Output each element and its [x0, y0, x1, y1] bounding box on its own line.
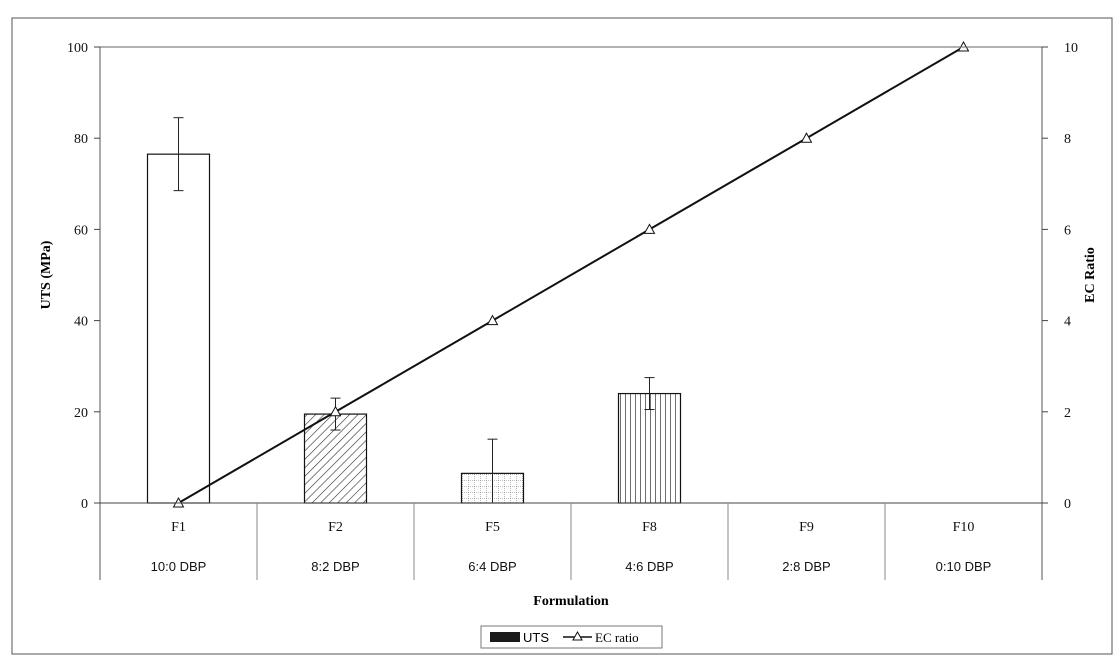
legend-uts-label: UTS: [523, 630, 549, 645]
x-tick-label: F8: [642, 520, 657, 535]
bars: [146, 153, 682, 504]
x-axis-title: Formulation: [533, 594, 609, 609]
x-sublabel: 6:4 DBP: [468, 559, 516, 574]
ec-point-f5: [486, 314, 499, 326]
figure-border: [11, 17, 1113, 655]
x-tick-label: F9: [799, 520, 814, 535]
y2-tick-label: 0: [1064, 497, 1071, 512]
y-tick-label: 0: [81, 497, 88, 512]
x-sublabel: 0:10 DBP: [936, 559, 992, 574]
y-tick-label: 40: [74, 315, 88, 330]
y2-axis-title: EC Ratio: [1083, 247, 1098, 303]
x-tick-label: F10: [953, 520, 975, 535]
legend-ec-label: EC ratio: [595, 630, 639, 645]
x-sublabel: 8:2 DBP: [311, 559, 359, 574]
ec-point-f9: [800, 132, 813, 143]
x-tick-label: F2: [328, 520, 343, 535]
x-sublabel: 2:8 DBP: [782, 559, 830, 574]
ec-ratio-polyline: [177, 46, 965, 504]
y2-tick-label: 6: [1064, 223, 1071, 238]
axes: 0 20 40 60 80 100 0 2 4 6 8 10 F1 10:0 DBP F2 8:2 DBP F5…: [67, 41, 1078, 580]
y2-tick-label: 8: [1064, 132, 1071, 147]
y-tick-label: 80: [74, 132, 88, 147]
legend: UTS EC ratio: [480, 625, 663, 649]
y2-tick-label: 10: [1064, 41, 1078, 56]
ec-ratio-line: [172, 40, 970, 508]
bar-f1: [146, 153, 211, 504]
legend-uts-swatch: [490, 632, 520, 642]
x-tick-label: F1: [171, 520, 186, 535]
y-axis-title: UTS (MPa): [39, 240, 54, 309]
y-tick-label: 20: [74, 406, 88, 421]
error-bars: [173, 117, 655, 504]
legend-ec-marker-icon: [572, 630, 583, 641]
ec-point-f8: [643, 223, 656, 234]
x-tick-label: F5: [485, 520, 500, 535]
x-sublabel: 10:0 DBP: [151, 559, 207, 574]
ec-point-f2: [329, 405, 342, 417]
x-sublabel: 4:6 DBP: [625, 559, 673, 574]
y-tick-label: 60: [74, 223, 88, 238]
y-tick-label: 100: [67, 41, 88, 56]
y2-tick-label: 2: [1064, 406, 1071, 421]
y2-tick-label: 4: [1064, 315, 1071, 330]
